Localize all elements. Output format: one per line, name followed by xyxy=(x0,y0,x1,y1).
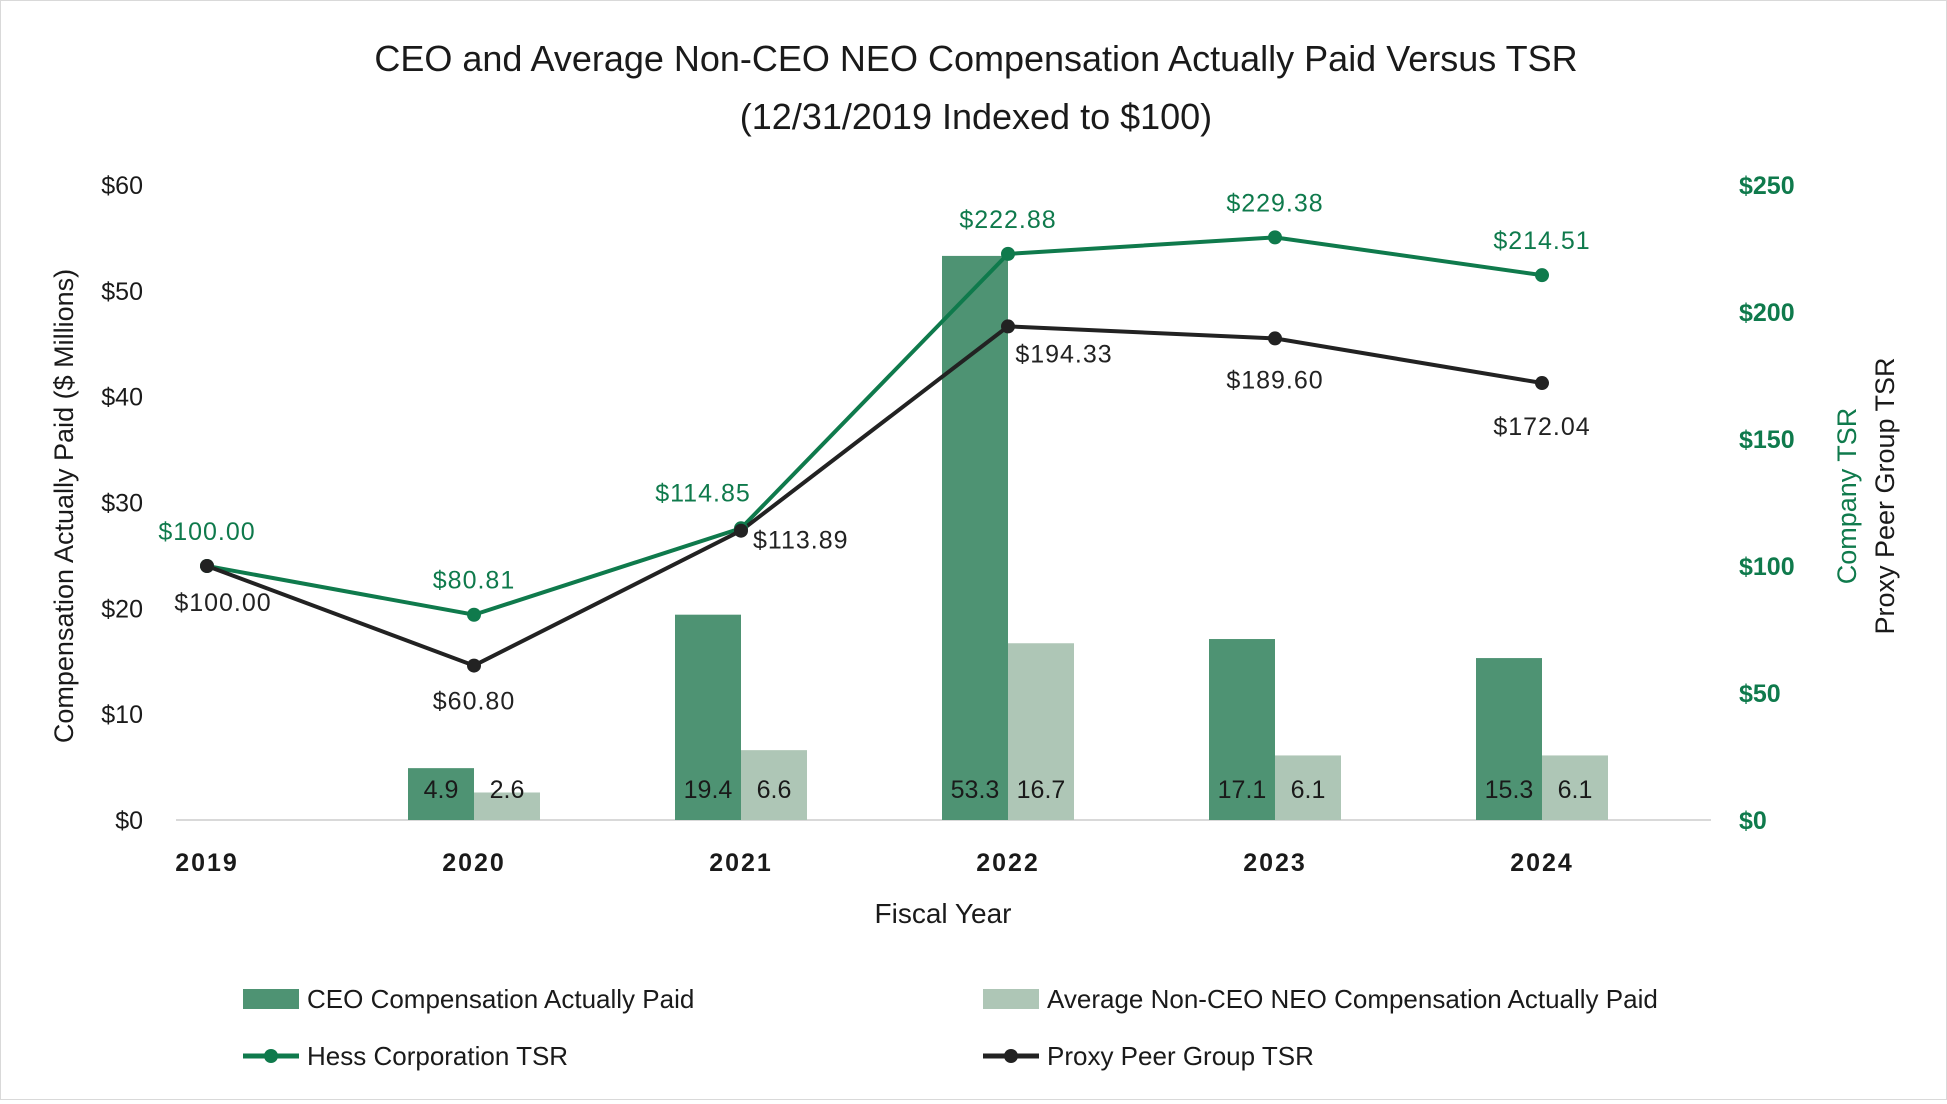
bar-ceo xyxy=(1476,658,1542,820)
line-point-company xyxy=(467,607,481,622)
line-data-label: $214.51 xyxy=(1493,227,1590,255)
line-data-label: $113.89 xyxy=(753,527,849,555)
line-data-label: $194.33 xyxy=(1015,340,1112,368)
bar-ceo xyxy=(1209,639,1275,820)
bar-series-group: 4.9 19.4 53.3 17.1 15.3 2.6 6.6 16.7 6.1 6.1 xyxy=(408,255,1608,821)
line-company-tsr xyxy=(206,235,1543,617)
legend-label: Proxy Peer Group TSR xyxy=(1047,1041,1314,1071)
y-axis-right-label-peer: Proxy Peer Group TSR xyxy=(1870,357,1900,634)
y-axis-right-label-company: Company TSR xyxy=(1832,408,1862,585)
y-left-tick-label: $0 xyxy=(115,807,143,835)
line-point-company xyxy=(1001,246,1015,261)
line-data-label: $189.60 xyxy=(1226,366,1323,394)
bar-data-label: 2.6 xyxy=(490,776,525,804)
line-data-label: $100.00 xyxy=(174,589,271,617)
line-data-label: $60.80 xyxy=(433,688,515,716)
y-left-tick-label: $40 xyxy=(101,384,143,412)
line-data-label: $114.85 xyxy=(655,479,751,507)
y-right-tick-label: $100 xyxy=(1739,553,1795,581)
bar-non-ceo xyxy=(474,792,540,820)
bar-ceo xyxy=(942,255,1008,821)
line-point-peer xyxy=(1001,319,1015,334)
x-tick-label: 2020 xyxy=(442,849,506,877)
bar-data-label: 16.7 xyxy=(1017,776,1066,804)
bar-data-label: 19.4 xyxy=(684,776,733,804)
line-point-peer xyxy=(200,559,214,573)
bar-non-ceo xyxy=(1008,643,1074,820)
line-data-label: $222.88 xyxy=(959,206,1056,234)
y-right-tick-label: $0 xyxy=(1739,807,1767,835)
legend-swatch-bar xyxy=(983,989,1039,1009)
line-point-peer xyxy=(734,523,748,538)
bar-data-label: 17.1 xyxy=(1218,776,1267,804)
x-tick-label: 2019 xyxy=(175,849,239,877)
legend-swatch-marker xyxy=(1004,1049,1018,1063)
line-data-label: $172.04 xyxy=(1493,413,1590,441)
bar-ceo xyxy=(408,768,474,820)
legend-label: CEO Compensation Actually Paid xyxy=(307,984,694,1014)
bar-non-ceo xyxy=(1275,755,1341,820)
y-axis-left-ticks: $0 $10 $20 $30 $40 $50 $60 xyxy=(101,172,143,835)
line-peer-tsr xyxy=(206,324,1543,668)
chart-title: CEO and Average Non-CEO NEO Compensation… xyxy=(374,38,1577,79)
y-left-tick-label: $50 xyxy=(101,278,143,306)
line-data-label: $80.81 xyxy=(433,567,515,595)
y-left-tick-label: $10 xyxy=(101,701,143,729)
legend-swatch-marker xyxy=(264,1049,278,1063)
bar-data-label: 15.3 xyxy=(1485,776,1534,804)
bar-data-label: 4.9 xyxy=(424,776,459,804)
y-right-tick-label: $150 xyxy=(1739,426,1795,454)
y-left-tick-label: $20 xyxy=(101,595,143,623)
x-axis-ticks: 2019 2020 2021 2022 2023 2024 xyxy=(175,849,1574,877)
x-tick-label: 2022 xyxy=(976,849,1040,877)
bar-data-label: 6.1 xyxy=(1291,776,1326,804)
legend-swatch-bar xyxy=(243,989,299,1009)
bar-ceo xyxy=(675,614,741,820)
x-tick-label: 2023 xyxy=(1243,849,1307,877)
y-axis-left-label: Compensation Actually Paid ($ Millions) xyxy=(49,269,79,743)
x-tick-label: 2024 xyxy=(1510,849,1574,877)
bar-data-label: 53.3 xyxy=(951,776,1000,804)
chart-subtitle: (12/31/2019 Indexed to $100) xyxy=(740,96,1212,137)
y-axis-right-ticks: $0 $50 $100 $150 $200 $250 xyxy=(1739,172,1795,835)
bar-data-label: 6.1 xyxy=(1558,776,1593,804)
bar-non-ceo xyxy=(1542,755,1608,820)
legend-label: Hess Corporation TSR xyxy=(307,1041,568,1071)
bar-data-label: 6.6 xyxy=(757,776,792,804)
legend: CEO Compensation Actually Paid Average No… xyxy=(243,984,1658,1071)
y-right-tick-label: $200 xyxy=(1739,299,1795,327)
y-left-tick-label: $60 xyxy=(101,172,143,200)
line-point-peer xyxy=(1268,331,1282,346)
y-left-tick-label: $30 xyxy=(101,490,143,518)
line-point-company xyxy=(1535,268,1549,283)
line-point-peer xyxy=(1535,376,1549,391)
line-point-company xyxy=(1268,230,1282,245)
line-data-label: $229.38 xyxy=(1226,189,1323,217)
legend-label: Average Non-CEO NEO Compensation Actuall… xyxy=(1047,984,1658,1014)
bar-non-ceo xyxy=(741,750,807,820)
line-point-peer xyxy=(467,658,481,673)
x-axis-label: Fiscal Year xyxy=(875,898,1012,929)
y-right-tick-label: $50 xyxy=(1739,680,1781,708)
y-right-tick-label: $250 xyxy=(1739,172,1795,200)
line-series-group: $100.00 $80.81 $114.85 $222.88 $229.38 $214.5… xyxy=(158,189,1590,716)
line-data-label: $100.00 xyxy=(158,518,255,546)
x-tick-label: 2021 xyxy=(709,849,773,877)
